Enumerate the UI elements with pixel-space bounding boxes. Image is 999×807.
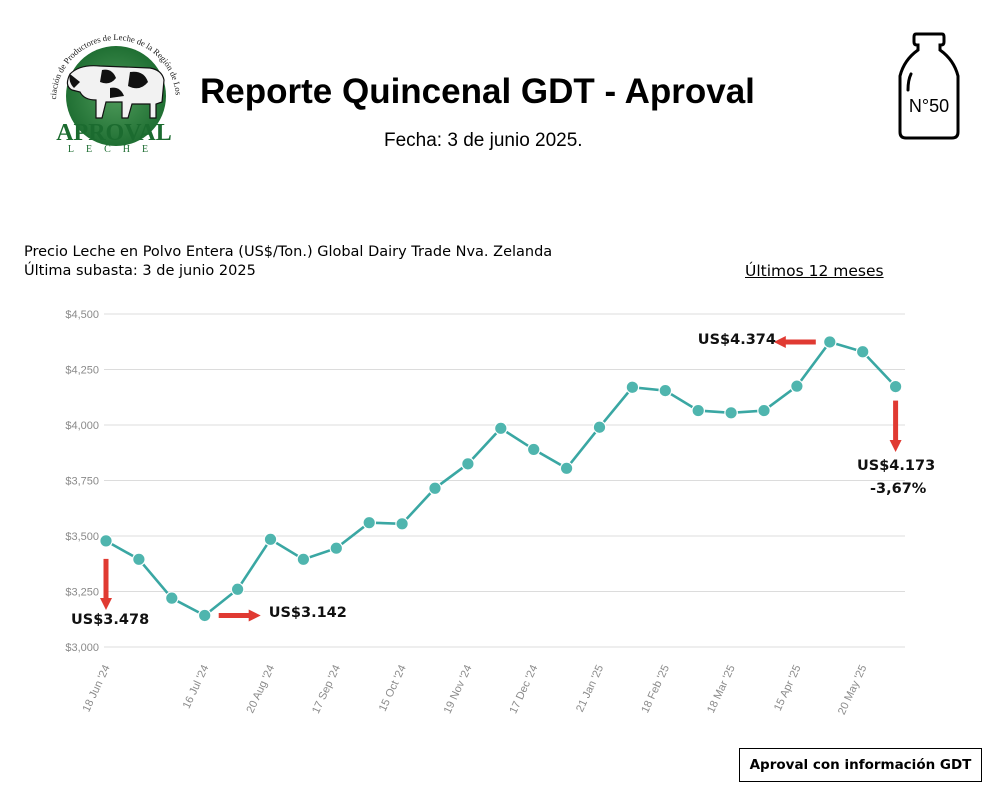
annotation-min-value: US$3.142 (268, 605, 347, 622)
data-point (329, 541, 344, 556)
annotation-change-percent: -3,67% (870, 481, 927, 497)
annotation-max-value: US$4.374 (697, 331, 776, 348)
y-tick-label: $3,750 (65, 476, 99, 488)
data-point (757, 403, 771, 418)
issue-number: N°50 (908, 96, 950, 116)
y-tick-label: $3,000 (65, 642, 99, 654)
last-arrow-head (889, 440, 902, 452)
data-point (822, 335, 837, 349)
data-point (658, 383, 673, 398)
source-note: Aproval con información GDT (739, 748, 982, 782)
data-point (428, 481, 442, 496)
data-point (790, 379, 804, 393)
data-point (724, 405, 738, 420)
y-tick-label: $4,000 (65, 420, 99, 432)
series-line (105, 340, 897, 618)
data-point (165, 591, 179, 605)
data-point (296, 552, 311, 567)
y-tick-label: $3,250 (65, 587, 99, 599)
chart-title: Precio Leche en Polvo Entera (US$/Ton.) … (24, 244, 553, 260)
cow-icon (66, 65, 165, 119)
milk-bottle-icon (898, 32, 960, 140)
x-tick-label: 19 Nov '24 (442, 663, 475, 715)
data-point (625, 380, 640, 395)
data-point (855, 344, 870, 359)
data-point (461, 457, 475, 471)
y-tick-label: $4,250 (65, 365, 99, 377)
x-tick-label: 18 Mar '25 (705, 663, 738, 715)
data-point (493, 421, 508, 436)
start-arrow-head (100, 598, 112, 610)
data-point (592, 420, 607, 435)
x-tick-label: 15 Oct '24 (377, 663, 409, 713)
data-point (395, 516, 409, 531)
x-tick-label: 18 Feb '25 (639, 663, 672, 715)
x-tick-label: 20 May '25 (836, 663, 869, 717)
data-point (132, 552, 146, 567)
report-date: Fecha: 3 de junio 2025. (384, 130, 583, 151)
data-point (197, 608, 212, 623)
data-point (99, 534, 113, 548)
max-arrow-head (773, 335, 786, 348)
data-point (263, 532, 278, 547)
y-tick-label: $4,500 (65, 309, 99, 321)
x-tick-label: 20 Aug '24 (245, 663, 278, 715)
x-tick-label: 16 Jul '24 (181, 663, 212, 710)
x-tick-label: 21 Jan '25 (574, 663, 606, 714)
aproval-logo: Asociación de Productores de Leche de la… (40, 22, 184, 154)
y-tick-label: $3,500 (65, 531, 99, 543)
logo-sub: LECHE (68, 144, 160, 154)
chart-subtitle: Última subasta: 3 de junio 2025 (24, 263, 256, 279)
x-tick-label: 15 Apr '25 (772, 663, 804, 713)
logo-name: APROVAL (56, 120, 172, 146)
period-label: Últimos 12 meses (745, 262, 884, 280)
data-point (526, 442, 541, 457)
annotation-start-value: US$3.478 (71, 612, 150, 628)
x-tick-label: 17 Dec '24 (507, 663, 540, 715)
data-point (888, 379, 903, 394)
x-tick-label: 18 Jun '24 (81, 663, 113, 714)
annotation-last-value: US$4.173 (857, 458, 936, 474)
data-point (559, 461, 574, 476)
page-title: Reporte Quincenal GDT - Aproval (200, 72, 755, 111)
data-point (691, 403, 705, 418)
x-tick-label: 17 Sep '24 (310, 663, 343, 715)
min-arrow-head (248, 609, 261, 622)
data-point (230, 582, 245, 597)
data-point (362, 515, 376, 530)
